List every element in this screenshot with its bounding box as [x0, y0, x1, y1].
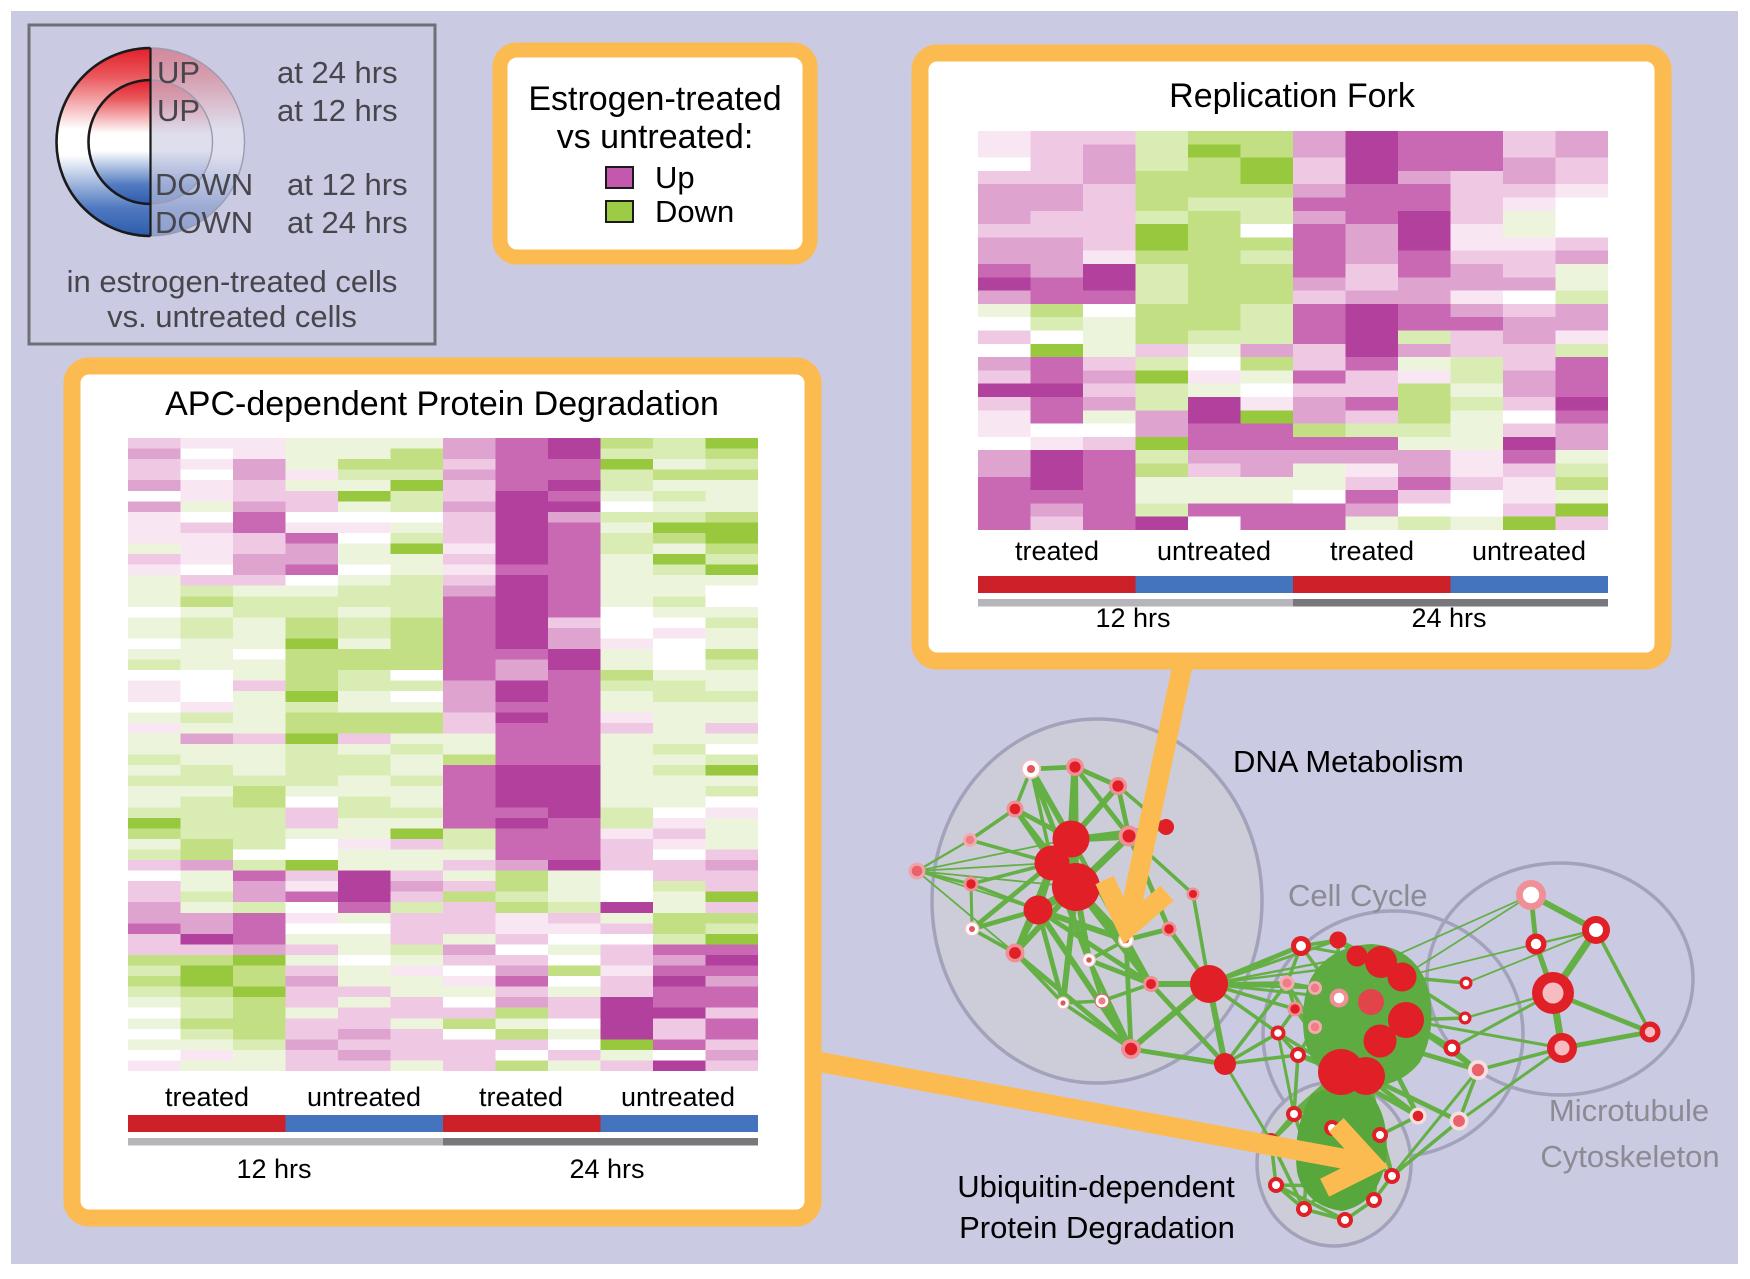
svg-text:APC-dependent Protein Degradat: APC-dependent Protein Degradation [165, 385, 719, 423]
svg-text:Cytoskeleton: Cytoskeleton [1540, 1139, 1719, 1174]
svg-text:treated: treated [1015, 536, 1099, 566]
svg-text:vs untreated:: vs untreated: [557, 118, 754, 156]
svg-text:treated: treated [479, 1082, 563, 1112]
svg-text:at 24 hrs: at 24 hrs [287, 205, 408, 240]
svg-text:Protein Degradation: Protein Degradation [959, 1210, 1235, 1245]
svg-text:Ubiquitin-dependent: Ubiquitin-dependent [957, 1169, 1235, 1204]
svg-text:DOWN: DOWN [155, 167, 253, 202]
svg-text:UP: UP [157, 55, 200, 90]
svg-text:24 hrs: 24 hrs [1411, 603, 1486, 633]
svg-text:Cell Cycle: Cell Cycle [1288, 878, 1428, 913]
svg-text:DOWN: DOWN [155, 205, 253, 240]
svg-text:Up: Up [655, 160, 695, 195]
svg-text:24 hrs: 24 hrs [569, 1154, 644, 1184]
svg-text:DNA Metabolism: DNA Metabolism [1233, 744, 1464, 779]
svg-text:Replication Fork: Replication Fork [1169, 77, 1416, 115]
svg-text:Estrogen-treated: Estrogen-treated [528, 80, 781, 118]
svg-text:12 hrs: 12 hrs [236, 1154, 311, 1184]
svg-text:treated: treated [1330, 536, 1414, 566]
svg-text:Down: Down [655, 194, 734, 229]
svg-text:untreated: untreated [1157, 536, 1271, 566]
svg-text:treated: treated [165, 1082, 249, 1112]
svg-text:untreated: untreated [307, 1082, 421, 1112]
svg-text:untreated: untreated [621, 1082, 735, 1112]
svg-text:in estrogen-treated cells: in estrogen-treated cells [67, 264, 398, 299]
svg-text:Microtubule: Microtubule [1549, 1093, 1709, 1128]
svg-text:at 24 hrs: at 24 hrs [277, 55, 398, 90]
svg-text:at 12 hrs: at 12 hrs [277, 93, 398, 128]
svg-text:vs. untreated cells: vs. untreated cells [107, 299, 357, 334]
svg-text:at 12 hrs: at 12 hrs [287, 167, 408, 202]
svg-text:12 hrs: 12 hrs [1095, 603, 1170, 633]
svg-text:untreated: untreated [1472, 536, 1586, 566]
svg-text:UP: UP [157, 93, 200, 128]
